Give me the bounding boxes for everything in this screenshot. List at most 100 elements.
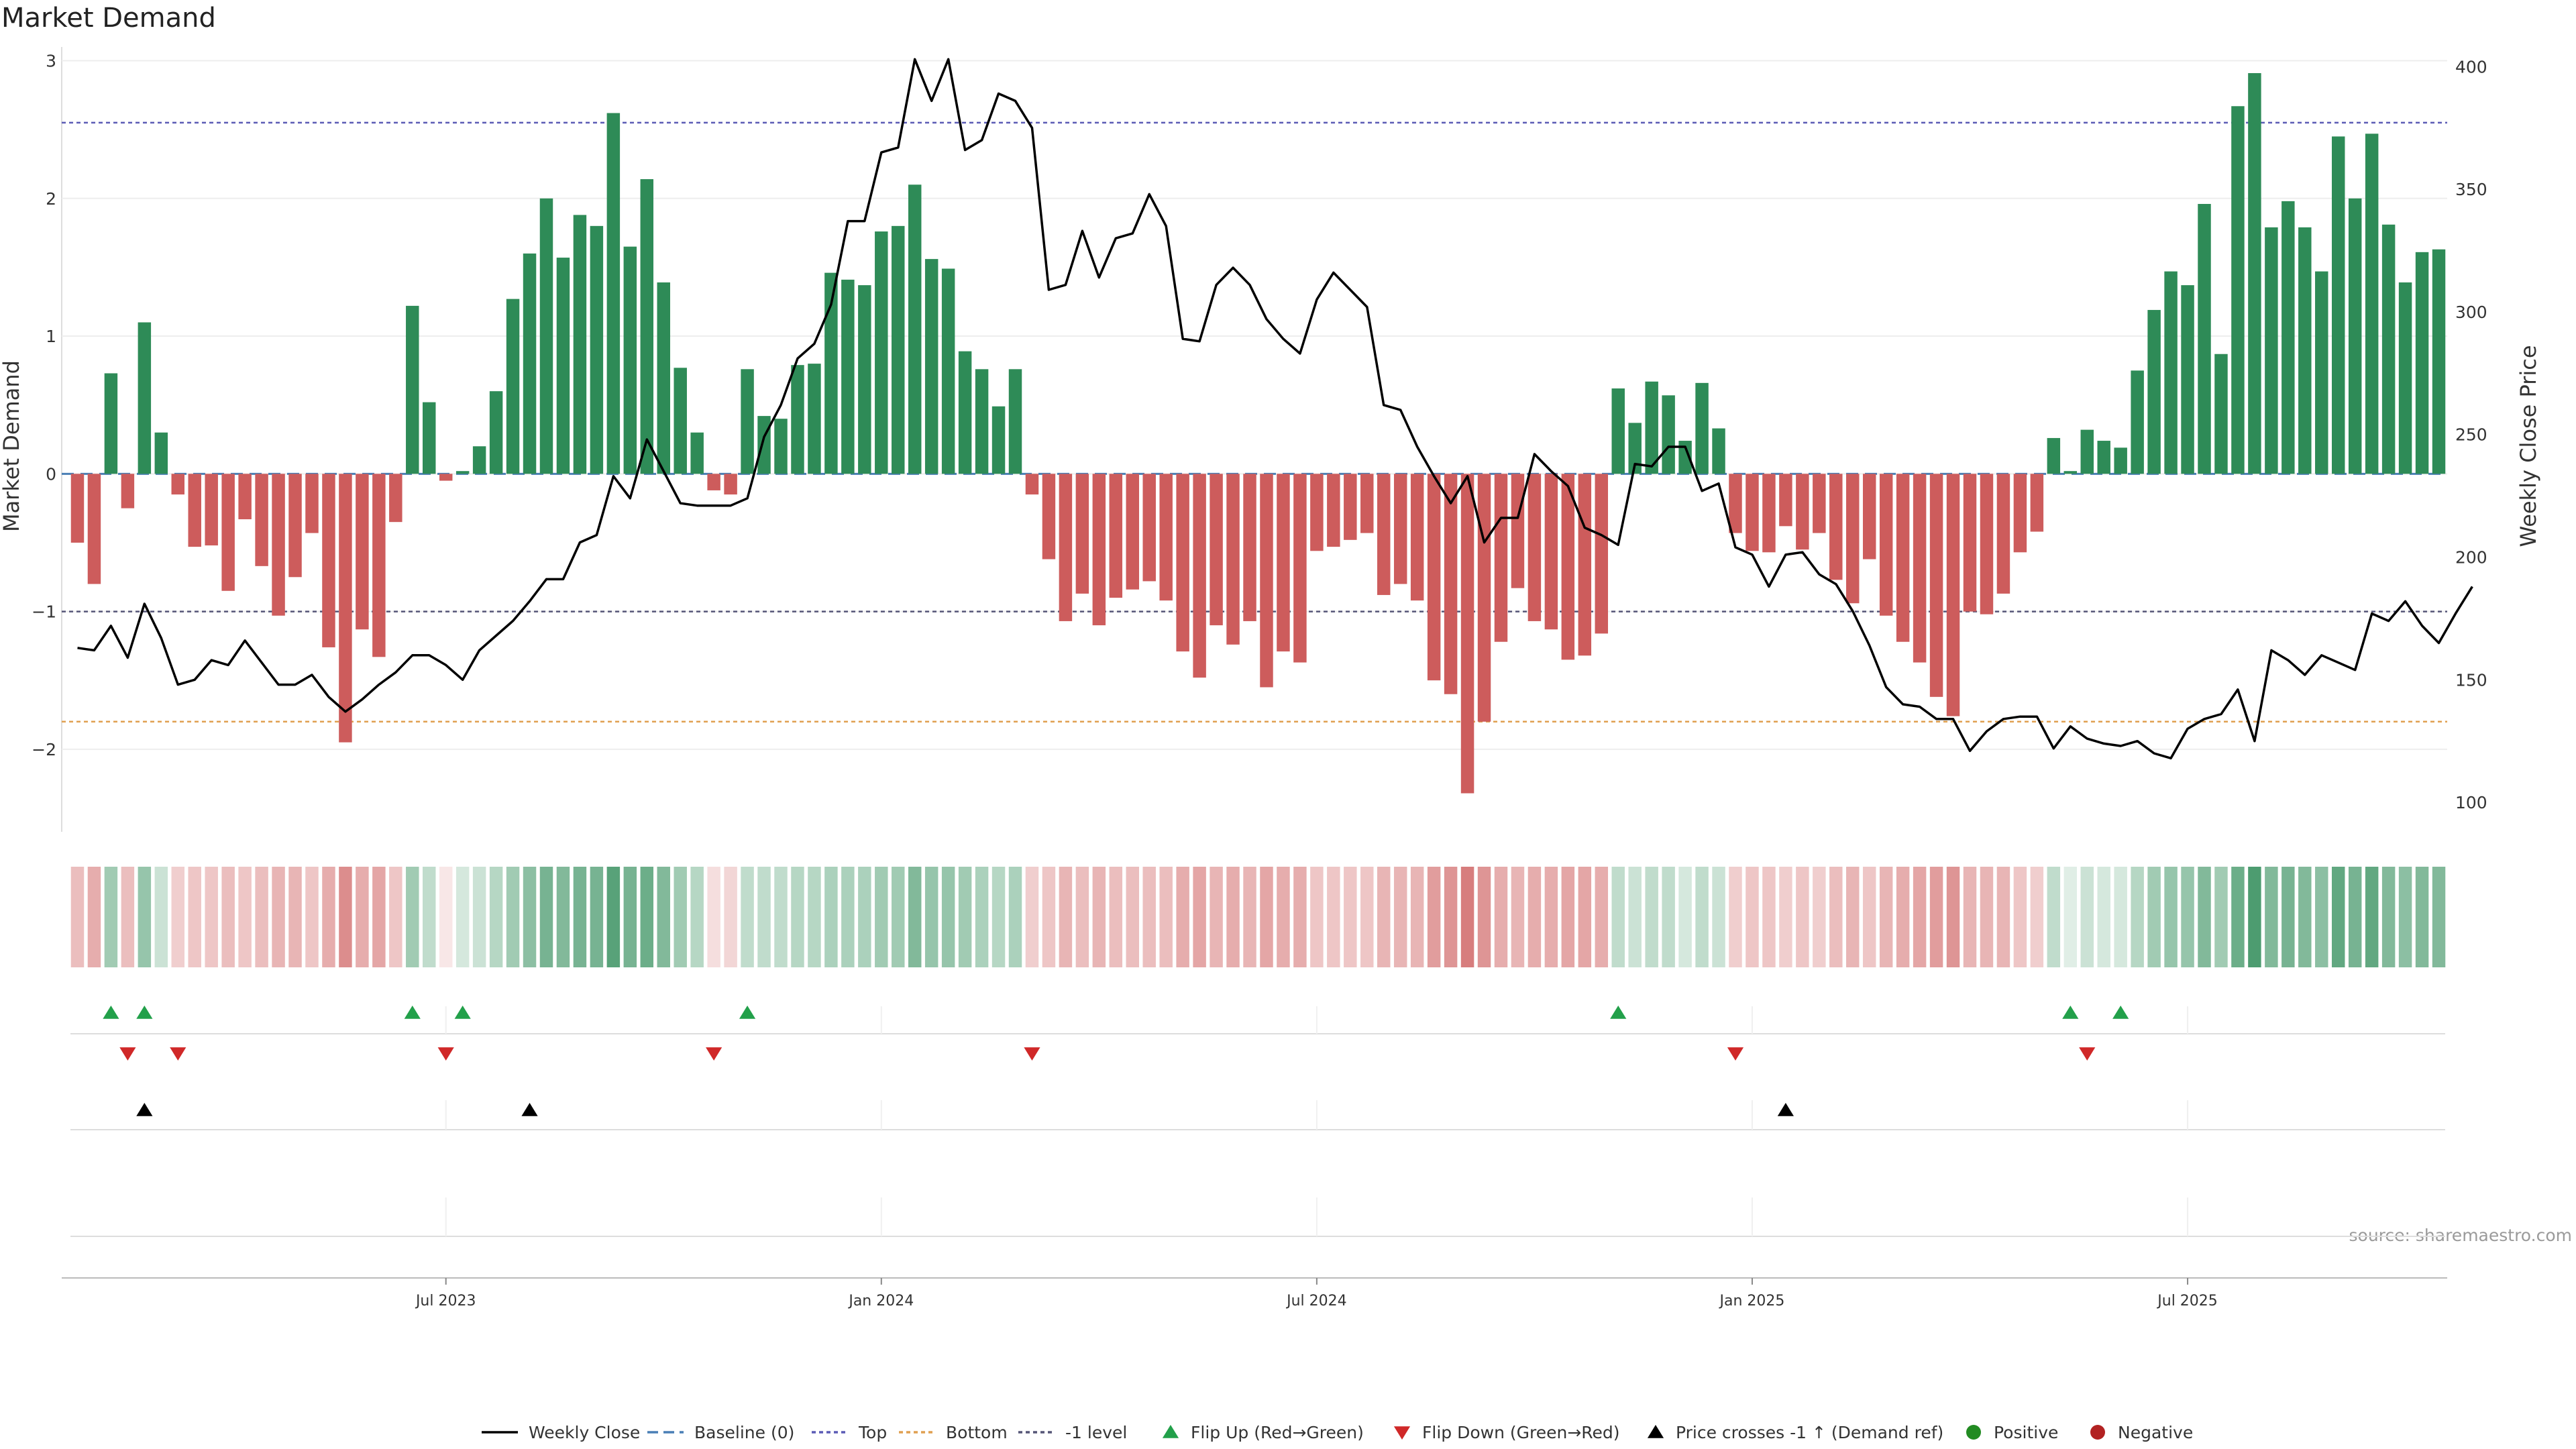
y-tick-label-right: 400 bbox=[2455, 57, 2487, 76]
heat-cell bbox=[423, 867, 436, 967]
demand-bar bbox=[556, 258, 570, 474]
heat-cell bbox=[2365, 867, 2379, 967]
demand-bar bbox=[808, 364, 821, 474]
heat-cell bbox=[1243, 867, 1256, 967]
demand-bar bbox=[1025, 474, 1039, 495]
demand-bar bbox=[2331, 136, 2345, 474]
heat-cell bbox=[1025, 867, 1039, 967]
demand-bar bbox=[824, 272, 838, 474]
demand-bar bbox=[2030, 474, 2044, 532]
demand-bar bbox=[1344, 474, 1357, 540]
flip-down-marker bbox=[119, 1047, 136, 1061]
demand-bar bbox=[2147, 310, 2161, 474]
demand-bar bbox=[1712, 428, 1725, 474]
heat-cell bbox=[472, 867, 486, 967]
demand-bar bbox=[774, 419, 788, 474]
demand-bar bbox=[1929, 474, 1943, 697]
heat-cell bbox=[1963, 867, 1977, 967]
legend-swatch bbox=[1393, 1426, 1411, 1440]
y-tick-label-left: 0 bbox=[46, 464, 56, 484]
demand-bar bbox=[2214, 354, 2228, 474]
heat-cell bbox=[2147, 867, 2161, 967]
demand-bar bbox=[2365, 133, 2379, 474]
heat-cell bbox=[2398, 867, 2412, 967]
heat-cell bbox=[2164, 867, 2178, 967]
demand-bar bbox=[1796, 474, 1809, 550]
demand-bar bbox=[1444, 474, 1458, 694]
heat-cell bbox=[1310, 867, 1324, 967]
chart-title: Market Demand bbox=[1, 3, 216, 34]
heat-cell bbox=[221, 867, 235, 967]
heat-cell bbox=[2047, 867, 2061, 967]
price-cross-marker bbox=[1777, 1103, 1794, 1116]
x-tick-label: Jul 2023 bbox=[415, 1293, 476, 1309]
flip-up-marker bbox=[739, 1006, 756, 1019]
signal-markers bbox=[70, 1006, 2445, 1237]
legend-label: Top bbox=[858, 1423, 887, 1442]
demand-bar bbox=[690, 432, 704, 474]
demand-bar bbox=[1695, 382, 1709, 474]
demand-bar bbox=[1544, 474, 1558, 630]
demand-bar bbox=[489, 391, 503, 474]
demand-bar bbox=[2164, 271, 2178, 474]
demand-bar bbox=[1310, 474, 1324, 551]
demand-bar bbox=[657, 282, 670, 474]
heat-cell bbox=[958, 867, 972, 967]
demand-bar bbox=[640, 179, 654, 474]
demand-bar bbox=[1846, 474, 1860, 604]
demand-bar bbox=[154, 432, 168, 474]
demand-bar bbox=[2248, 73, 2261, 474]
y-axis-label-right: Weekly Close Price bbox=[2516, 345, 2541, 547]
legend-swatch bbox=[1966, 1425, 1981, 1440]
demand-bar bbox=[1260, 474, 1273, 688]
demand-bar bbox=[573, 215, 587, 474]
demand-bar bbox=[322, 474, 335, 647]
demand-bar bbox=[472, 446, 486, 474]
demand-bar bbox=[171, 474, 185, 495]
demand-bar bbox=[623, 246, 637, 474]
demand-bar bbox=[305, 474, 319, 533]
heat-cell bbox=[1762, 867, 1776, 967]
y-tick-label-right: 100 bbox=[2455, 793, 2487, 812]
heat-cell bbox=[2198, 867, 2211, 967]
heat-cell bbox=[2415, 867, 2429, 967]
heat-cell bbox=[1611, 867, 1625, 967]
heat-cell bbox=[1092, 867, 1106, 967]
demand-bar bbox=[590, 225, 604, 474]
y-tick-label-left: −1 bbox=[32, 602, 56, 622]
heat-cell bbox=[640, 867, 654, 967]
heat-cell bbox=[824, 867, 838, 967]
demand-bar bbox=[875, 231, 888, 474]
heat-cell bbox=[2080, 867, 2094, 967]
demand-bar bbox=[138, 322, 152, 474]
demand-bar bbox=[1746, 474, 1759, 551]
demand-bar bbox=[205, 474, 218, 546]
demand-bar bbox=[121, 474, 135, 508]
heat-cell bbox=[1595, 867, 1609, 967]
legend-label: Negative bbox=[2118, 1423, 2193, 1442]
flip-down-marker bbox=[706, 1047, 722, 1061]
heat-cell bbox=[1746, 867, 1759, 967]
heat-cell bbox=[573, 867, 587, 967]
demand-bar bbox=[272, 474, 285, 616]
heat-cell bbox=[523, 867, 537, 967]
heat-cell bbox=[1277, 867, 1290, 967]
heat-cell bbox=[1226, 867, 1240, 967]
demand-bar bbox=[1427, 474, 1441, 681]
demand-bar bbox=[941, 268, 955, 474]
axis-ticks: 3 2 1 0 −1 −2 400 350 300 250 200 150 100 bbox=[32, 52, 2487, 813]
demand-bar bbox=[439, 474, 453, 481]
heat-cell bbox=[2248, 867, 2261, 967]
heat-cell bbox=[154, 867, 168, 967]
heat-cell bbox=[1142, 867, 1156, 967]
heat-cell bbox=[2348, 867, 2362, 967]
y-tick-label-right: 200 bbox=[2455, 548, 2487, 568]
x-tick-label: Jul 2025 bbox=[2156, 1293, 2218, 1309]
demand-bar bbox=[1946, 474, 1960, 716]
heat-cell bbox=[1059, 867, 1073, 967]
legend-item: Price crosses -1 ↑ (Demand ref) bbox=[1647, 1423, 1943, 1442]
heat-cell bbox=[506, 867, 520, 967]
heat-cell bbox=[1779, 867, 1792, 967]
heat-cell bbox=[1126, 867, 1140, 967]
x-tick-label: Jan 2025 bbox=[1719, 1293, 1785, 1309]
